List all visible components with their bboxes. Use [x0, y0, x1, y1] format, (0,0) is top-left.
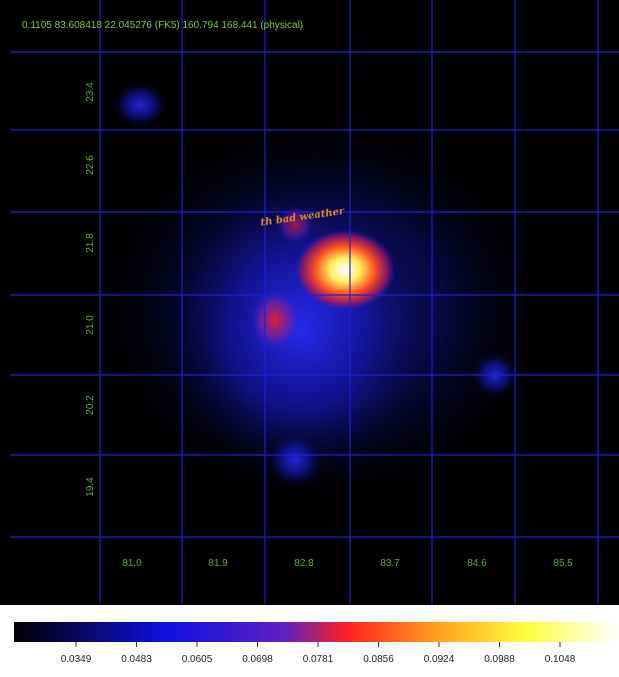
- ra-label: 83.7: [380, 558, 400, 569]
- dec-label: 20.2: [85, 395, 96, 415]
- dec-label: 23.4: [85, 82, 96, 102]
- dec-label: 22.6: [85, 155, 96, 175]
- ra-label: 81.9: [208, 558, 228, 569]
- dec-label: 21.8: [85, 233, 96, 253]
- status-bar: 0.1105 83.608418 22.045276 (FK5) 160.794…: [22, 20, 303, 31]
- colorbar-label: 0.1048: [545, 654, 576, 665]
- viewer: 0.1105 83.608418 22.045276 (FK5) 160.794…: [0, 0, 619, 672]
- colorbar-label: 0.0856: [363, 654, 394, 665]
- colorbar-label: 0.0924: [424, 654, 455, 665]
- colorbar-label: 0.0349: [61, 654, 92, 665]
- colorbar-label: 0.0605: [182, 654, 213, 665]
- colorbar-label: 0.0698: [242, 654, 273, 665]
- colorbar-label: 0.0988: [484, 654, 515, 665]
- colorbar: [14, 622, 619, 642]
- colorbar-label: 0.0483: [121, 654, 152, 665]
- ra-label: 82.8: [294, 558, 314, 569]
- ra-label: 85.5: [553, 558, 573, 569]
- dec-label: 21.0: [85, 315, 96, 335]
- dec-label: 19.4: [85, 477, 96, 497]
- colorbar-label: 0.0781: [303, 654, 334, 665]
- ra-label: 84.6: [467, 558, 487, 569]
- ra-label: 81.0: [122, 558, 142, 569]
